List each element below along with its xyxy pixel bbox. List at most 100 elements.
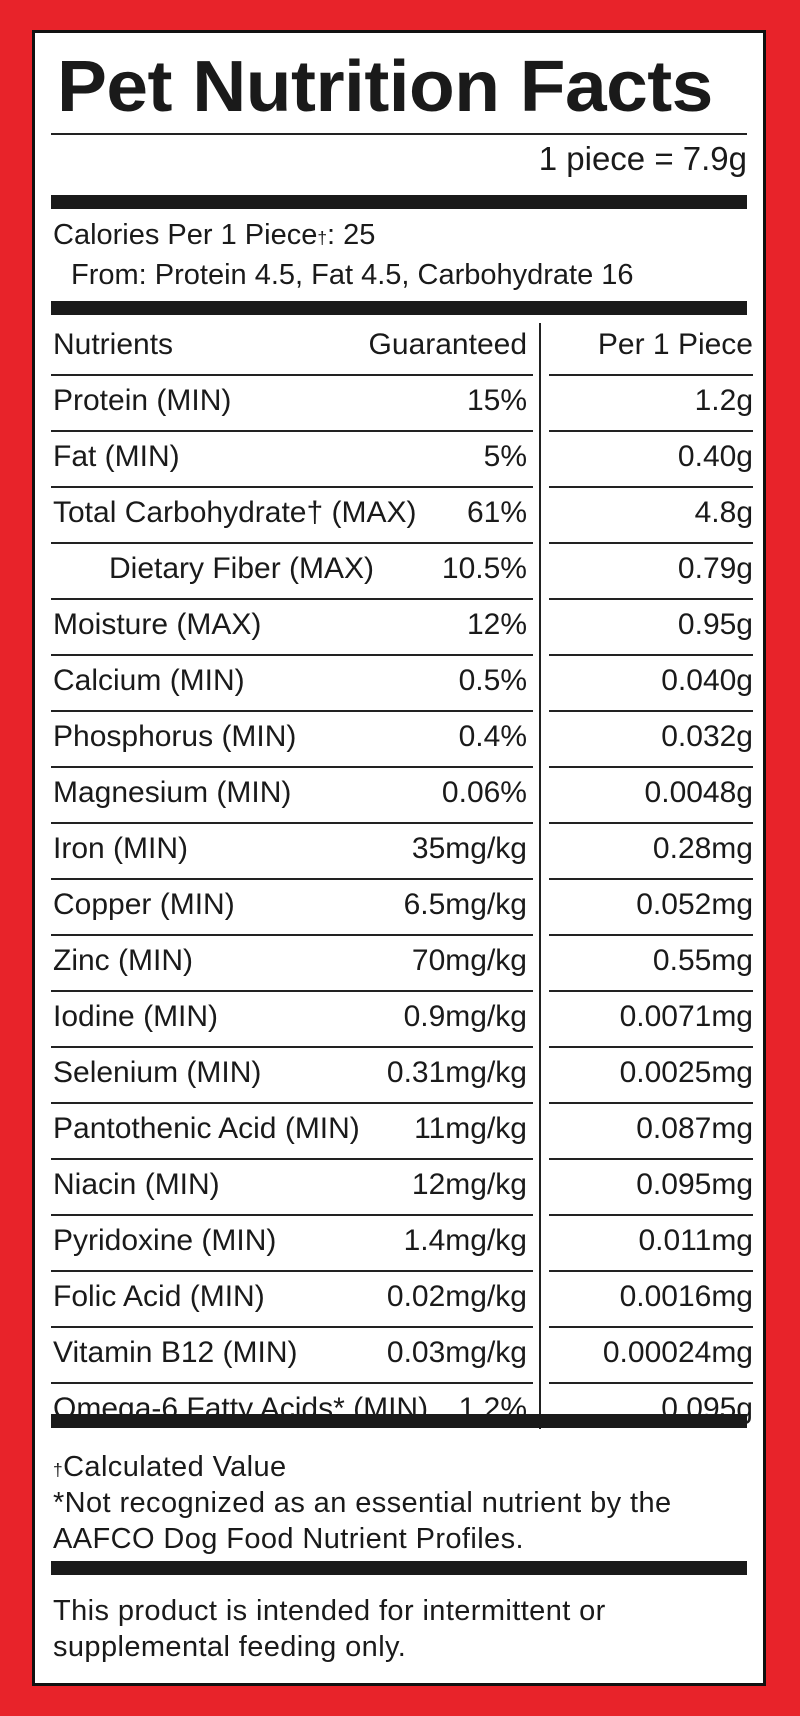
row-rule <box>549 878 753 880</box>
table-row: Selenium (MIN) 0.31mg/kg 0.0025mg <box>51 1049 753 1104</box>
per-piece-value: 0.0048g <box>644 776 753 809</box>
per-piece-value: 0.0025mg <box>619 1056 753 1089</box>
row-rule <box>51 542 533 544</box>
table-row: Niacin (MIN) 12mg/kg 0.095mg <box>51 1161 753 1216</box>
row-rule <box>51 1158 533 1160</box>
table-row: Vitamin B12 (MIN) 0.03mg/kg 0.00024mg <box>51 1329 753 1384</box>
guaranteed-value: 6.5mg/kg <box>403 888 527 921</box>
row-rule <box>549 1158 753 1160</box>
table-row: Copper (MIN) 6.5mg/kg 0.052mg <box>51 881 753 936</box>
table-header-row: Nutrients Guaranteed Per 1 Piece <box>51 321 753 376</box>
per-piece-value: 0.79g <box>677 552 753 585</box>
guaranteed-value: 12% <box>466 608 527 641</box>
calories-text: Calories Per 1 Piece <box>53 219 318 251</box>
guaranteed-value: 11mg/kg <box>414 1112 527 1145</box>
row-rule <box>549 990 753 992</box>
per-piece-value: 0.095mg <box>636 1168 753 1201</box>
per-piece-value: 0.40g <box>677 440 753 473</box>
table-row: Omega-6 Fatty Acids* (MIN) 1.2% 0.095g <box>51 1385 753 1440</box>
guaranteed-value: 0.5% <box>458 664 527 697</box>
header-per-piece: Per 1 Piece <box>597 328 753 361</box>
calculated-footnote: †Calculated Value <box>53 1449 672 1485</box>
row-rule <box>51 598 533 600</box>
table-row: Moisture (MAX) 12% 0.95g <box>51 601 753 656</box>
row-rule <box>51 486 533 488</box>
row-rule <box>51 1382 533 1384</box>
row-rule <box>549 598 753 600</box>
table-row: Pantothenic Acid (MIN) 11mg/kg 0.087mg <box>51 1105 753 1160</box>
header-nutrients: Nutrients <box>53 328 174 361</box>
calories-value: : 25 <box>327 219 376 251</box>
nutrient-name: Pyridoxine (MIN) <box>53 1224 277 1257</box>
guaranteed-value: 12mg/kg <box>411 1168 527 1201</box>
guaranteed-value: 0.03mg/kg <box>386 1336 527 1369</box>
column-divider <box>539 323 541 1429</box>
nutrient-name: Protein (MIN) <box>53 384 232 417</box>
row-rule <box>549 430 753 432</box>
table-row: Magnesium (MIN) 0.06% 0.0048g <box>51 769 753 824</box>
thick-divider <box>51 195 747 209</box>
per-piece-value: 0.0071mg <box>619 1000 753 1033</box>
nutrient-name: Iodine (MIN) <box>53 1000 219 1033</box>
row-rule <box>51 1046 533 1048</box>
row-rule <box>549 654 753 656</box>
row-rule <box>51 374 533 376</box>
calories-block: Calories Per 1 Piece†: 25 From: Protein … <box>53 215 634 295</box>
row-rule <box>549 822 753 824</box>
table-row: Fat (MIN) 5% 0.40g <box>51 433 753 488</box>
nutrient-name: Zinc (MIN) <box>53 944 193 977</box>
nutrient-name: Niacin (MIN) <box>53 1168 220 1201</box>
row-rule <box>51 710 533 712</box>
table-row: Calcium (MIN) 0.5% 0.040g <box>51 657 753 712</box>
table-row: Protein (MIN) 15% 1.2g <box>51 377 753 432</box>
nutrient-name: Vitamin B12 (MIN) <box>53 1336 298 1369</box>
per-piece-value: 0.0016mg <box>619 1280 753 1313</box>
guaranteed-value: 0.06% <box>441 776 527 809</box>
header-guaranteed: Guaranteed <box>368 328 527 361</box>
footnotes: †Calculated Value *Not recognized as an … <box>53 1449 672 1557</box>
per-piece-value: 0.052mg <box>636 888 753 921</box>
row-rule <box>549 1102 753 1104</box>
per-piece-value: 0.040g <box>661 664 753 697</box>
row-rule <box>549 1382 753 1384</box>
guaranteed-value: 61% <box>466 496 527 529</box>
row-rule <box>549 1214 753 1216</box>
per-piece-value: 0.032g <box>661 720 753 753</box>
dagger-mark: † <box>317 228 328 248</box>
row-rule <box>51 878 533 880</box>
label-title: Pet Nutrition Facts <box>57 47 713 127</box>
guaranteed-value: 70mg/kg <box>411 944 527 977</box>
guaranteed-value: 0.4% <box>458 720 527 753</box>
row-rule <box>51 766 533 768</box>
table-row: Zinc (MIN) 70mg/kg 0.55mg <box>51 937 753 992</box>
thick-divider <box>51 1414 747 1428</box>
row-rule <box>51 1102 533 1104</box>
row-rule <box>549 934 753 936</box>
table-row: Phosphorus (MIN) 0.4% 0.032g <box>51 713 753 768</box>
row-rule <box>51 1214 533 1216</box>
row-rule <box>549 374 753 376</box>
calculated-text: Calculated Value <box>63 1451 287 1483</box>
serving-size: 1 piece = 7.9g <box>538 140 747 177</box>
nutrient-name: Total Carbohydrate† (MAX) <box>53 496 417 529</box>
table-row: Iron (MIN) 35mg/kg 0.28mg <box>51 825 753 880</box>
row-rule <box>51 654 533 656</box>
guaranteed-value: 5% <box>483 440 527 473</box>
thick-divider <box>51 1561 747 1575</box>
guaranteed-value: 0.9mg/kg <box>403 1000 527 1033</box>
row-rule <box>549 710 753 712</box>
asterisk-footnote-1: *Not recognized as an essential nutrient… <box>53 1487 672 1519</box>
per-piece-value: 0.28mg <box>652 832 753 865</box>
per-piece-value: 0.00024mg <box>602 1336 753 1369</box>
thick-divider <box>51 301 747 315</box>
dagger-mark: † <box>53 1460 64 1480</box>
nutrient-name: Calcium (MIN) <box>53 664 245 697</box>
nutrition-label: Pet Nutrition Facts 1 piece = 7.9g Calor… <box>32 30 766 1686</box>
row-rule <box>51 1326 533 1328</box>
nutrient-name: Dietary Fiber (MAX) <box>109 552 375 585</box>
guaranteed-value: 10.5% <box>441 552 527 585</box>
nutrient-name: Folic Acid (MIN) <box>53 1280 265 1313</box>
table-row: Folic Acid (MIN) 0.02mg/kg 0.0016mg <box>51 1273 753 1328</box>
guaranteed-value: 15% <box>466 384 527 417</box>
calories-from: From: Protein 4.5, Fat 4.5, Carbohydrate… <box>71 259 634 291</box>
